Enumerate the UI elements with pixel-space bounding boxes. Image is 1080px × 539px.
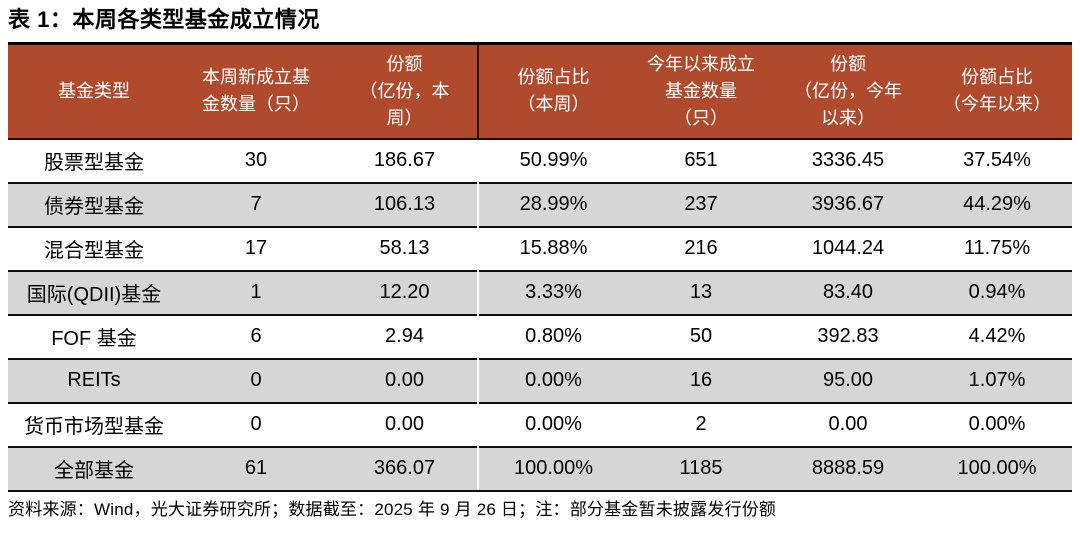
table-row: 国际(QDII)基金 1 12.20 3.33% 13 83.40 0.94% bbox=[8, 269, 1072, 315]
value-cell: 0.00% bbox=[477, 401, 628, 447]
value-cell: 12.20 bbox=[332, 269, 478, 315]
value-cell: 4.42% bbox=[922, 313, 1072, 359]
table-row: 债券型基金 7 106.13 28.99% 237 3936.67 44.29% bbox=[8, 181, 1072, 227]
value-cell: 186.67 bbox=[332, 137, 478, 183]
value-cell: 17 bbox=[180, 225, 332, 271]
table-body: 股票型基金 30 186.67 50.99% 651 3336.45 37.54% 债券型基金… bbox=[8, 137, 1072, 492]
value-cell: 0.00% bbox=[477, 357, 628, 403]
table-header: 基金类型 本周新成立基金数量（只） 份额 （亿份，本周） 份额占比 （本周） 今年以来成… bbox=[8, 44, 1072, 139]
fund-type-cell: 国际(QDII)基金 bbox=[8, 269, 180, 315]
value-cell: 8888.59 bbox=[774, 445, 922, 492]
fund-type-cell: 混合型基金 bbox=[8, 225, 180, 271]
value-cell: 28.99% bbox=[477, 181, 628, 227]
value-cell: 1 bbox=[180, 269, 332, 315]
value-cell: 0.80% bbox=[477, 313, 628, 359]
value-cell: 16 bbox=[628, 357, 774, 403]
value-cell: 2.94 bbox=[332, 313, 478, 359]
fund-establishment-table: 基金类型 本周新成立基金数量（只） 份额 （亿份，本周） 份额占比 （本周） 今年以来成… bbox=[8, 44, 1072, 492]
column-header: 份额 （亿份，今年以来） bbox=[774, 44, 922, 139]
value-cell: 0 bbox=[180, 401, 332, 447]
value-cell: 6 bbox=[180, 313, 332, 359]
value-cell: 1044.24 bbox=[774, 225, 922, 271]
fund-type-cell: FOF 基金 bbox=[8, 313, 180, 359]
value-cell: 216 bbox=[628, 225, 774, 271]
table-row: REITs 0 0.00 0.00% 16 95.00 1.07% bbox=[8, 357, 1072, 403]
value-cell: 15.88% bbox=[477, 225, 628, 271]
value-cell: 30 bbox=[180, 137, 332, 183]
value-cell: 0.00 bbox=[332, 401, 478, 447]
value-cell: 50.99% bbox=[477, 137, 628, 183]
column-header: 今年以来成立基金数量（只） bbox=[628, 44, 774, 139]
value-cell: 2 bbox=[628, 401, 774, 447]
value-cell: 1.07% bbox=[922, 357, 1072, 403]
value-cell: 0.00 bbox=[332, 357, 478, 403]
value-cell: 100.00% bbox=[922, 445, 1072, 492]
fund-type-cell: 股票型基金 bbox=[8, 137, 180, 183]
value-cell: 37.54% bbox=[922, 137, 1072, 183]
top-rule-divider bbox=[8, 41, 1072, 45]
value-cell: 0.00 bbox=[774, 401, 922, 447]
value-cell: 0.00% bbox=[922, 401, 1072, 447]
value-cell: 0 bbox=[180, 357, 332, 403]
value-cell: 106.13 bbox=[332, 181, 478, 227]
column-header: 份额占比 （今年以来） bbox=[922, 44, 1072, 139]
column-header: 基金类型 bbox=[8, 44, 180, 139]
value-cell: 366.07 bbox=[332, 445, 478, 492]
value-cell: 100.00% bbox=[477, 445, 628, 492]
value-cell: 1185 bbox=[628, 445, 774, 492]
value-cell: 3936.67 bbox=[774, 181, 922, 227]
value-cell: 7 bbox=[180, 181, 332, 227]
report-table-page: 表 1：本周各类型基金成立情况 基金类型 本周新成立基金数量（只） 份额 （亿份，本… bbox=[8, 7, 1072, 519]
value-cell: 83.40 bbox=[774, 269, 922, 315]
value-cell: 58.13 bbox=[332, 225, 478, 271]
column-header: 份额 （亿份，本周） bbox=[332, 44, 478, 139]
fund-type-cell: 全部基金 bbox=[8, 445, 180, 492]
value-cell: 11.75% bbox=[922, 225, 1072, 271]
source-note: 资料来源：Wind，光大证券研究所；数据截至：2025 年 9 月 26 日；注… bbox=[8, 499, 777, 519]
value-cell: 3.33% bbox=[477, 269, 628, 315]
column-header: 本周新成立基金数量（只） bbox=[180, 44, 332, 139]
value-cell: 95.00 bbox=[774, 357, 922, 403]
value-cell: 392.83 bbox=[774, 313, 922, 359]
table-row: 股票型基金 30 186.67 50.99% 651 3336.45 37.54% bbox=[8, 137, 1072, 183]
value-cell: 237 bbox=[628, 181, 774, 227]
header-row: 基金类型 本周新成立基金数量（只） 份额 （亿份，本周） 份额占比 （本周） 今年以来成… bbox=[8, 44, 1072, 139]
table-title: 表 1：本周各类型基金成立情况 bbox=[8, 7, 320, 32]
value-cell: 61 bbox=[180, 445, 332, 492]
column-header: 份额占比 （本周） bbox=[477, 44, 628, 139]
value-cell: 50 bbox=[628, 313, 774, 359]
fund-type-cell: 债券型基金 bbox=[8, 181, 180, 227]
value-cell: 0.94% bbox=[922, 269, 1072, 315]
value-cell: 651 bbox=[628, 137, 774, 183]
value-cell: 13 bbox=[628, 269, 774, 315]
table-row: 全部基金 61 366.07 100.00% 1185 8888.59 100.00% bbox=[8, 445, 1072, 492]
value-cell: 3336.45 bbox=[774, 137, 922, 183]
fund-type-cell: REITs bbox=[8, 357, 180, 403]
table-row: FOF 基金 6 2.94 0.80% 50 392.83 4.42% bbox=[8, 313, 1072, 359]
value-cell: 44.29% bbox=[922, 181, 1072, 227]
fund-type-cell: 货币市场型基金 bbox=[8, 401, 180, 447]
table-row: 混合型基金 17 58.13 15.88% 216 1044.24 11.75% bbox=[8, 225, 1072, 271]
table-row: 货币市场型基金 0 0.00 0.00% 2 0.00 0.00% bbox=[8, 401, 1072, 447]
